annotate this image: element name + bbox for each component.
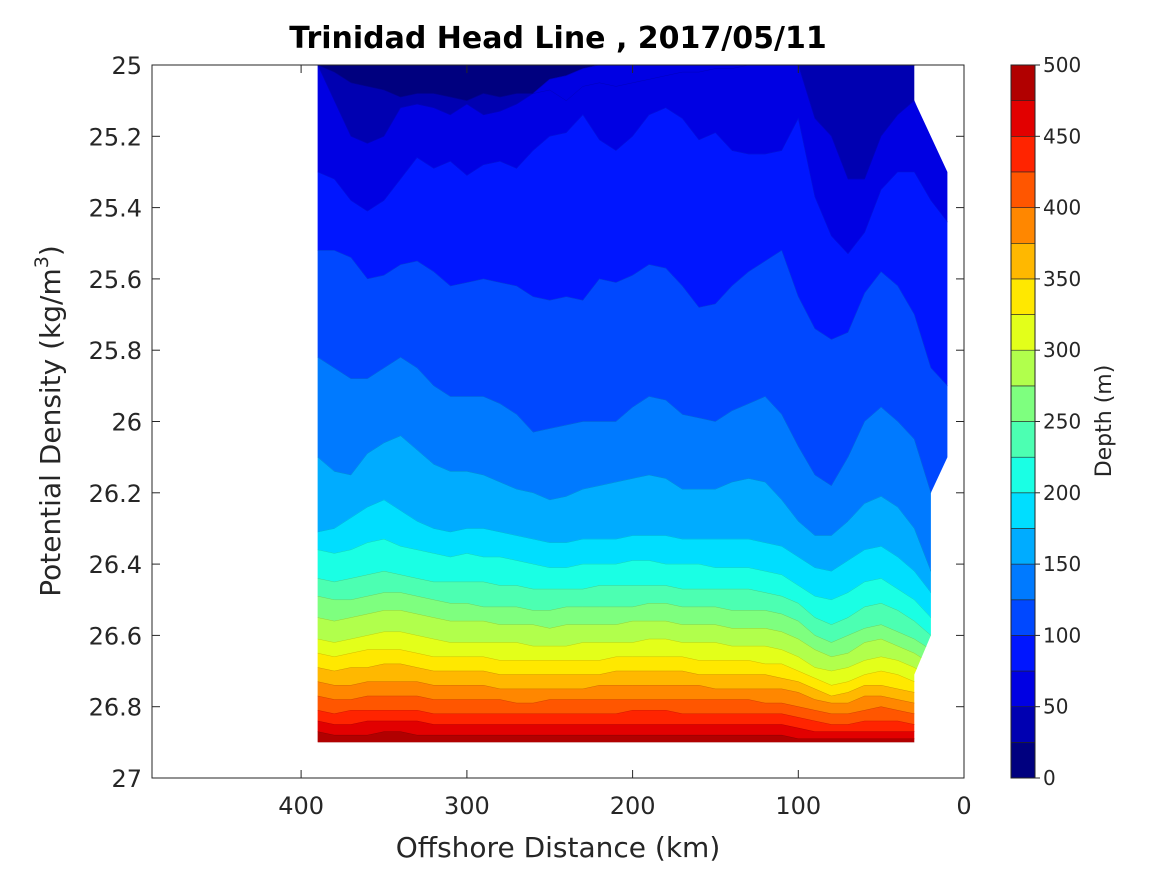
colorbar-swatch-100-125 [1010, 599, 1036, 636]
contour-line-250 [317, 592, 948, 672]
colorbar-tick-label-100: 100 [1043, 623, 1081, 647]
x-axis-label: Offshore Distance (km) [396, 831, 721, 864]
y-tick-label-26: 26 [111, 409, 142, 437]
colorbar-swatch-325-350 [1010, 278, 1036, 315]
contour-line-175 [317, 499, 948, 618]
y-tick-label-25.8: 25.8 [89, 337, 142, 365]
x-axis: 400 300 200 100 0 [278, 65, 972, 820]
colorbar-swatch-475-500 [1010, 64, 1036, 102]
contour-line-475 [317, 731, 948, 743]
colorbar-swatch-150-175 [1010, 528, 1036, 565]
y-axis-label: Potential Density (kg/m3) [31, 245, 67, 597]
y-axis-label-main: Potential Density (kg/m [34, 268, 67, 597]
colorbar-tick-label-150: 150 [1043, 552, 1081, 576]
x-tick-label-400: 400 [278, 792, 324, 820]
y-tick-label-26.8: 26.8 [89, 694, 142, 722]
y-tick-label-26.4: 26.4 [89, 551, 142, 579]
colorbar-tick-label-500: 500 [1043, 53, 1081, 77]
colorbar-swatch-125-150 [1010, 563, 1036, 601]
colorbar-tick-label-0: 0 [1043, 766, 1056, 790]
chart-title: Trinidad Head Line , 2017/05/11 [289, 21, 826, 56]
contour-line-450 [317, 720, 948, 740]
colorbar-swatch-300-325 [1010, 314, 1036, 351]
y-tick-label-25.4: 25.4 [89, 195, 142, 223]
contour-line-75 [317, 107, 948, 255]
colorbar-swatch-225-250 [1010, 421, 1036, 458]
colorbar-tick-label-200: 200 [1043, 481, 1081, 505]
colorbar-swatch-450-475 [1010, 100, 1036, 137]
y-tick-label-26.2: 26.2 [89, 480, 142, 508]
colorbar-swatch-425-450 [1010, 136, 1036, 173]
contour-line-50 [317, 65, 948, 180]
y-tick-label-27: 27 [111, 765, 142, 793]
contour-line-100 [317, 250, 948, 404]
colorbar-swatch-400-425 [1010, 171, 1036, 208]
colorbar-swatch-275-300 [1010, 349, 1036, 387]
colorbar-tick-label-300: 300 [1043, 338, 1081, 362]
contour-line-275 [317, 610, 948, 679]
x-tick-label-100: 100 [775, 792, 821, 820]
colorbar-tick-label-400: 400 [1043, 196, 1081, 220]
y-axis: 25 25.2 25.4 25.6 25.8 26 26.2 26.4 26.6 26.8 27 [89, 52, 964, 793]
colorbar-swatch-350-375 [1010, 243, 1036, 280]
contour-line-150 [317, 435, 948, 600]
contour-line-325 [317, 649, 948, 700]
colorbar-tick-label-250: 250 [1043, 410, 1081, 434]
y-tick-label-25.2: 25.2 [89, 123, 142, 151]
colorbar-swatch-375-400 [1010, 207, 1036, 244]
y-tick-label-25: 25 [111, 52, 142, 80]
colorbar-swatch-50-75 [1010, 670, 1036, 708]
colorbar-swatch-175-200 [1010, 492, 1036, 529]
y-tick-label-26.6: 26.6 [89, 622, 142, 650]
contour-bands [317, 65, 948, 743]
colorbar-tick-label-350: 350 [1043, 267, 1081, 291]
x-tick-label-200: 200 [610, 792, 656, 820]
contour-line-350 [317, 663, 948, 707]
contour-line-400 [317, 695, 948, 725]
y-tick-label-25.6: 25.6 [89, 266, 142, 294]
colorbar: 0 50 100 150 200 250 300 350 400 450 500 Depth (m) [1010, 53, 1117, 790]
x-tick-label-300: 300 [444, 792, 490, 820]
contour-line-375 [317, 681, 948, 715]
contour-line-225 [317, 570, 948, 654]
contour-line-300 [317, 631, 948, 690]
plot-area: 400 300 200 100 0 25 25.2 25.4 25.6 25.8 26 26.2 26… [89, 52, 972, 820]
y-axis-label-close: ) [34, 245, 67, 256]
contour-band-475-500 [317, 731, 948, 743]
y-axis-label-superscript: 3 [31, 256, 53, 268]
colorbar-swatch-250-275 [1010, 385, 1036, 422]
x-tick-label-0: 0 [956, 792, 971, 820]
contour-line-125 [317, 357, 948, 494]
colorbar-swatch-0-25 [1010, 742, 1036, 779]
contour-line-25 [317, 65, 948, 173]
colorbar-tick-label-450: 450 [1043, 124, 1081, 148]
contour-line-425 [317, 710, 948, 732]
colorbar-swatch-200-225 [1010, 456, 1036, 494]
colorbar-swatch-25-50 [1010, 706, 1036, 743]
contour-line-200 [317, 538, 948, 636]
colorbar-tick-label-50: 50 [1043, 695, 1068, 719]
colorbar-swatch-75-100 [1010, 635, 1036, 672]
colorbar-label: Depth (m) [1092, 365, 1117, 478]
